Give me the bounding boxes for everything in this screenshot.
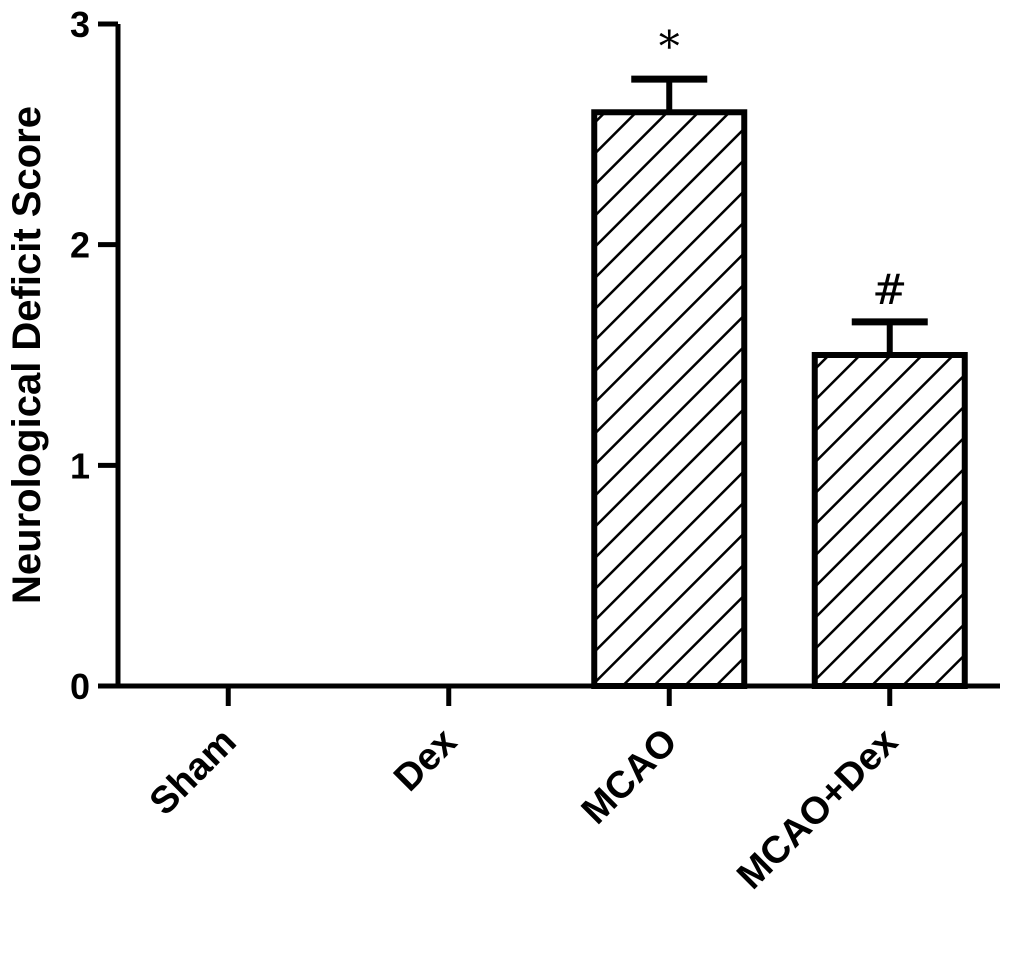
bar-mcao — [591, 109, 748, 690]
x-category-label: Sham — [142, 721, 245, 824]
y-tick-label: 2 — [70, 225, 90, 266]
y-tick-label: 3 — [70, 4, 90, 45]
bar-mcao-dex — [811, 352, 968, 689]
y-tick-label: 0 — [70, 666, 90, 707]
x-category-label: MCAO — [574, 721, 686, 833]
y-axis-title: Neurological Deficit Score — [5, 106, 49, 604]
bars-layer — [591, 75, 968, 690]
labels-layer: * #0 1 2 3 Sham Dex MCAO MCAO+Dex — [70, 4, 907, 897]
significance-marker: * — [659, 22, 680, 71]
axes-layer — [98, 21, 1000, 706]
x-category-label: Dex — [386, 721, 465, 800]
y-tick-label: 1 — [70, 445, 90, 486]
significance-marker: # — [872, 265, 907, 314]
x-category-label: MCAO+Dex — [729, 721, 906, 898]
